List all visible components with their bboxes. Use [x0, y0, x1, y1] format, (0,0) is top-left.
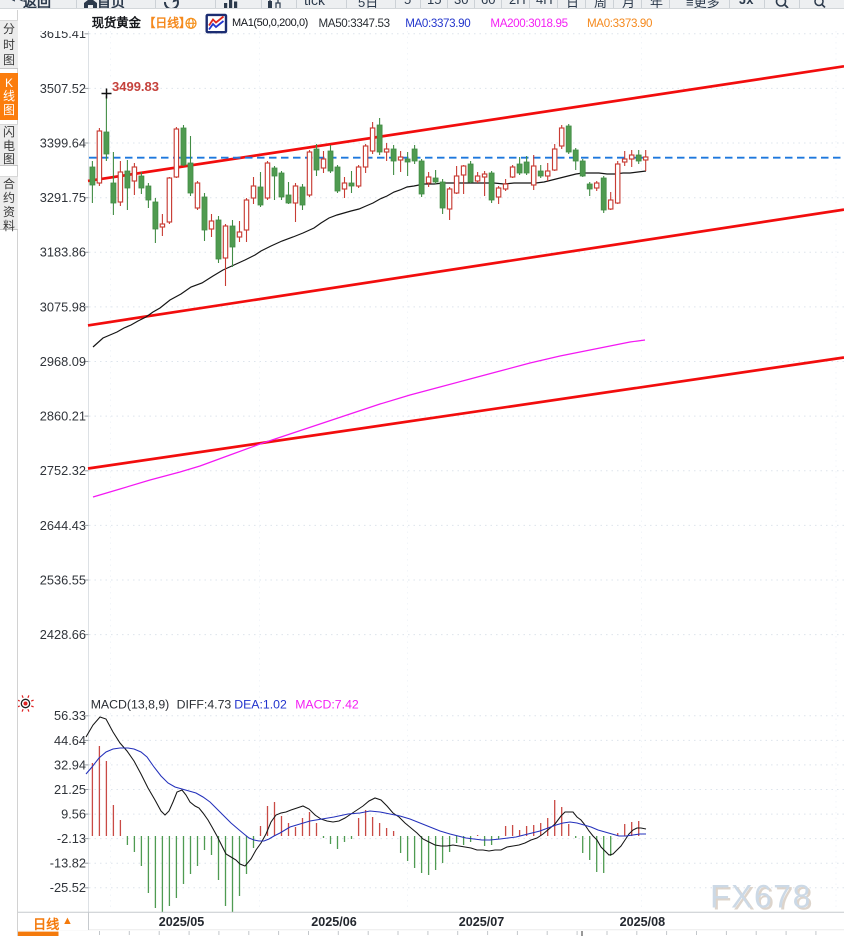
svg-text:FX678: FX678	[710, 879, 812, 915]
svg-text:3291.75: 3291.75	[40, 190, 86, 205]
svg-text:3499.83: 3499.83	[112, 79, 159, 94]
svg-text:MACD(13,8,9): MACD(13,8,9)	[91, 698, 170, 712]
svg-text:2860.21: 2860.21	[40, 409, 86, 424]
svg-text:2428.66: 2428.66	[40, 627, 86, 642]
svg-text:3183.86: 3183.86	[40, 245, 86, 260]
svg-text:-25.52: -25.52	[50, 880, 86, 895]
svg-text:56.33: 56.33	[54, 708, 86, 723]
svg-text:2752.32: 2752.32	[40, 463, 86, 478]
svg-text:3399.64: 3399.64	[40, 135, 86, 150]
svg-text:9.56: 9.56	[61, 807, 86, 822]
svg-text:2025/08: 2025/08	[620, 915, 666, 929]
svg-text:2536.55: 2536.55	[40, 572, 86, 587]
svg-text:-13.82: -13.82	[50, 856, 86, 871]
svg-text:DEA:1.02: DEA:1.02	[234, 698, 287, 712]
svg-text:-2.13: -2.13	[57, 831, 86, 846]
svg-text:2025/05: 2025/05	[159, 915, 205, 929]
svg-text:MACD:7.42: MACD:7.42	[295, 698, 359, 712]
svg-text:2968.09: 2968.09	[40, 354, 86, 369]
svg-text:3075.98: 3075.98	[40, 299, 86, 314]
svg-text:FX678: FX678	[712, 881, 814, 917]
svg-text:3507.52: 3507.52	[40, 81, 86, 96]
svg-text:DIFF:4.73: DIFF:4.73	[177, 698, 232, 712]
svg-text:2025/07: 2025/07	[459, 915, 505, 929]
svg-text:32.94: 32.94	[54, 757, 86, 772]
svg-text:2644.43: 2644.43	[40, 518, 86, 533]
svg-text:2025/06: 2025/06	[311, 915, 357, 929]
svg-text:21.25: 21.25	[54, 782, 86, 797]
svg-text:44.64: 44.64	[54, 733, 86, 748]
